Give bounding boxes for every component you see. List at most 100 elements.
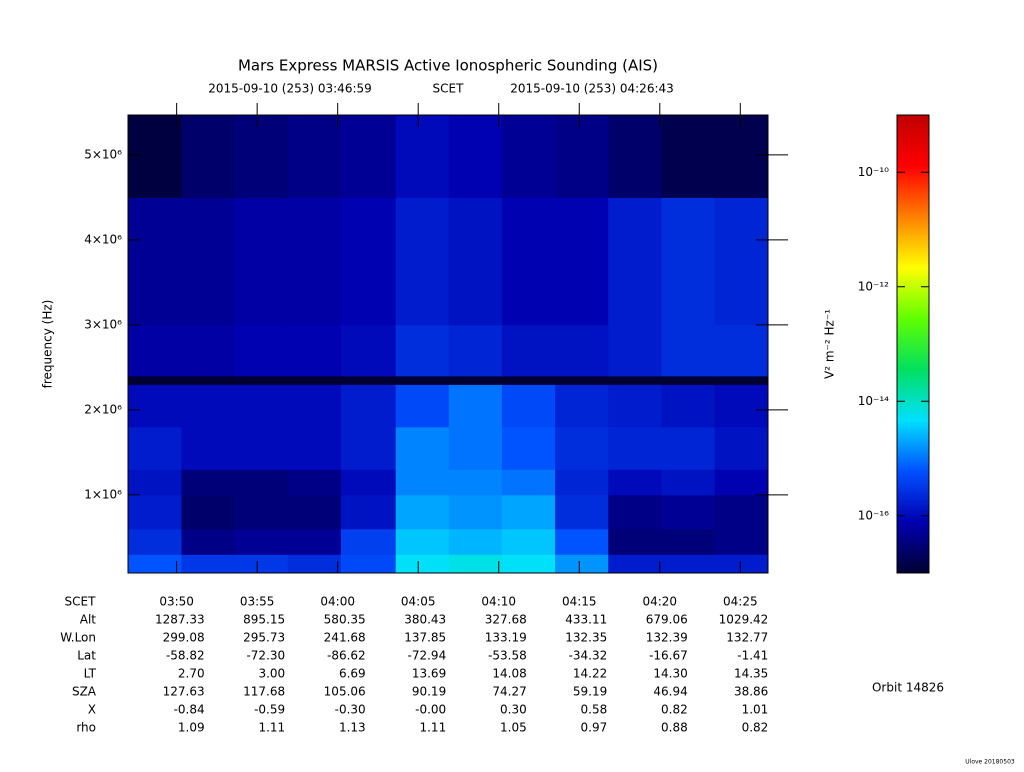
- ephemeris-value: -0.59: [254, 703, 285, 717]
- ephemeris-value: 127.63: [163, 685, 205, 699]
- ephemeris-value: 38.86: [734, 685, 768, 699]
- ephemeris-value: 0.30: [500, 703, 527, 717]
- ephemeris-value: -72.94: [408, 649, 447, 663]
- spectrogram-cell: [501, 469, 556, 496]
- spectrogram-cell: [714, 528, 769, 555]
- spectrogram-cell: [128, 384, 182, 428]
- y-tick-label: 2×10⁶: [84, 402, 122, 416]
- spectrogram-cell: [448, 528, 503, 555]
- spectrogram-cell: [555, 384, 609, 428]
- spectrogram-cell: [287, 494, 342, 530]
- spectrogram-cell: [287, 554, 342, 574]
- ephemeris-value: 132.39: [646, 631, 688, 645]
- spectrogram-cell: [448, 554, 503, 574]
- spectrogram-cell: [448, 384, 503, 428]
- spectrogram-cell: [501, 528, 556, 555]
- spectrogram-cell: [555, 324, 609, 377]
- spectrogram-cell: [555, 426, 609, 470]
- spectrogram-cell: [234, 197, 289, 326]
- spectrogram-cell: [714, 197, 769, 326]
- spectrogram-cell: [555, 528, 609, 555]
- ephemeris-value: 1.09: [178, 721, 205, 735]
- spectrogram-cell: [181, 375, 236, 385]
- x-tick-label: 04:10: [481, 595, 516, 609]
- spectrogram-cell: [234, 469, 289, 496]
- spectrogram-cell: [661, 426, 716, 470]
- ephemeris-value: 0.82: [742, 721, 769, 735]
- spectrogram-cell: [661, 469, 716, 496]
- spectrogram-cell: [608, 469, 662, 496]
- ephemeris-value: 14.35: [734, 667, 768, 681]
- plot-frame: [127, 114, 769, 574]
- spectrogram-cell: [340, 115, 397, 198]
- spectrogram-cell: [555, 494, 609, 530]
- spectrogram-cell: [714, 554, 769, 574]
- spectrogram-cell: [448, 494, 503, 530]
- spectrogram-cell: [287, 528, 342, 555]
- spectrogram-cell: [714, 375, 769, 385]
- spectrogram-cell: [181, 554, 236, 574]
- spectrogram-cell: [555, 115, 609, 198]
- ephemeris-row-label: X: [88, 703, 96, 717]
- y-tick-label: 4×10⁶: [84, 232, 122, 246]
- spectrogram-cell: [395, 494, 450, 530]
- spectrogram-cell: [501, 554, 556, 574]
- spectrogram-cell: [501, 197, 556, 326]
- spectrogram-cell: [501, 494, 556, 530]
- spectrogram-cell: [608, 197, 662, 326]
- y-tick-label: 1×10⁶: [84, 487, 122, 501]
- spectrogram-cell: [395, 384, 450, 428]
- ephemeris-value: -0.30: [335, 703, 366, 717]
- spectrogram-cell: [395, 197, 450, 326]
- spectrogram-cell: [181, 494, 236, 530]
- ephemeris-value: 133.19: [485, 631, 527, 645]
- ephemeris-value: 132.35: [565, 631, 607, 645]
- ephemeris-value: -0.84: [174, 703, 205, 717]
- ephemeris-value: 1287.33: [155, 613, 205, 627]
- spectrogram-cell: [661, 197, 716, 326]
- spectrogram-cell: [608, 324, 662, 377]
- spectrogram-cell: [661, 384, 716, 428]
- spectrogram-cell: [395, 375, 450, 385]
- spectrogram-cell: [181, 115, 236, 198]
- ephemeris-value: 105.06: [324, 685, 366, 699]
- ephemeris-value: 74.27: [492, 685, 526, 699]
- spectrogram-cell: [395, 469, 450, 496]
- ephemeris-value: -72.30: [246, 649, 285, 663]
- spectrogram-cell: [501, 115, 556, 198]
- ephemeris-row-label: Lat: [77, 649, 96, 663]
- ephemeris-value: 0.82: [661, 703, 688, 717]
- ephemeris-value: 295.73: [243, 631, 285, 645]
- x-tick-label: 03:55: [240, 595, 275, 609]
- spectrogram-cell: [395, 528, 450, 555]
- ephemeris-value: -0.00: [415, 703, 446, 717]
- time-system: SCET: [433, 82, 465, 96]
- spectrogram-cell: [234, 426, 289, 470]
- spectrogram-cell: [128, 494, 182, 530]
- spectrogram-cell: [661, 324, 716, 377]
- ephemeris-value: 895.15: [243, 613, 285, 627]
- ephemeris-value: 380.43: [404, 613, 446, 627]
- spectrogram-cell: [181, 528, 236, 555]
- spectrogram-cell: [234, 384, 289, 428]
- spectrogram-cell: [448, 197, 503, 326]
- spectrogram-cell: [608, 494, 662, 530]
- spectrogram-cell: [340, 554, 397, 574]
- ephemeris-header: SCET: [65, 595, 97, 609]
- spectrogram-cell: [608, 375, 662, 385]
- ephemeris-value: 14.08: [492, 667, 526, 681]
- spectrogram-cell: [128, 197, 182, 326]
- ephemeris-value: 137.85: [404, 631, 446, 645]
- spectrogram-cell: [234, 554, 289, 574]
- spectrogram-cell: [340, 324, 397, 377]
- spectrogram-cell: [128, 426, 182, 470]
- spectrogram-cell: [340, 384, 397, 428]
- spectrogram-cell: [714, 426, 769, 470]
- spectrogram-cell: [128, 528, 182, 555]
- spectrogram-cell: [395, 554, 450, 574]
- colorbar: [896, 114, 930, 574]
- x-tick-label: 04:25: [723, 595, 758, 609]
- spectrogram-cell: [555, 197, 609, 326]
- ephemeris-value: 14.22: [573, 667, 607, 681]
